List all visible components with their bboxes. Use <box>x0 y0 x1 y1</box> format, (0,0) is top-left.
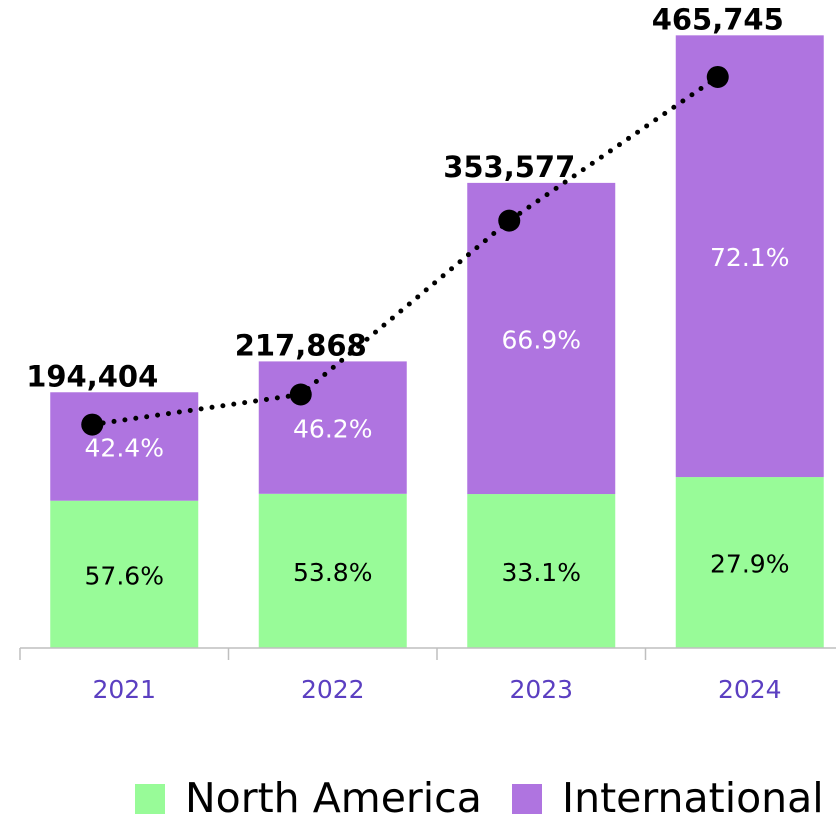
segment-label: 46.2% <box>293 415 372 444</box>
total-dot <box>81 413 104 436</box>
bar-segment <box>50 392 199 501</box>
bar-segment <box>258 493 407 648</box>
bar-segment <box>258 361 407 494</box>
x-tick-label: 2022 <box>301 675 365 704</box>
bar-segment <box>50 500 199 648</box>
segment-label: 57.6% <box>85 561 164 590</box>
bar-segment <box>675 35 824 478</box>
bar-segment <box>467 494 616 648</box>
segment-label: 33.1% <box>502 558 581 587</box>
total-label: 353,577 <box>443 150 575 184</box>
segment-label: 27.9% <box>710 550 789 579</box>
total-label: 194,404 <box>26 359 158 393</box>
total-dot <box>289 383 312 406</box>
legend-label: North America <box>185 774 482 815</box>
segment-label: 72.1% <box>710 243 789 272</box>
total-dot <box>706 65 729 88</box>
segment-label: 53.8% <box>293 558 372 587</box>
total-dot <box>498 209 521 232</box>
segment-label: 66.9% <box>502 325 581 354</box>
segment-label: 42.4% <box>85 433 164 462</box>
legend-swatch <box>512 784 542 814</box>
x-tick-label: 2023 <box>509 675 573 704</box>
total-label: 217,868 <box>235 328 367 362</box>
x-tick-label: 2021 <box>92 675 156 704</box>
bar-segment <box>675 477 824 648</box>
x-tick-label: 2024 <box>718 675 782 704</box>
legend-label: International <box>562 774 824 815</box>
legend-swatch <box>135 784 165 814</box>
total-label: 465,745 <box>652 2 784 36</box>
